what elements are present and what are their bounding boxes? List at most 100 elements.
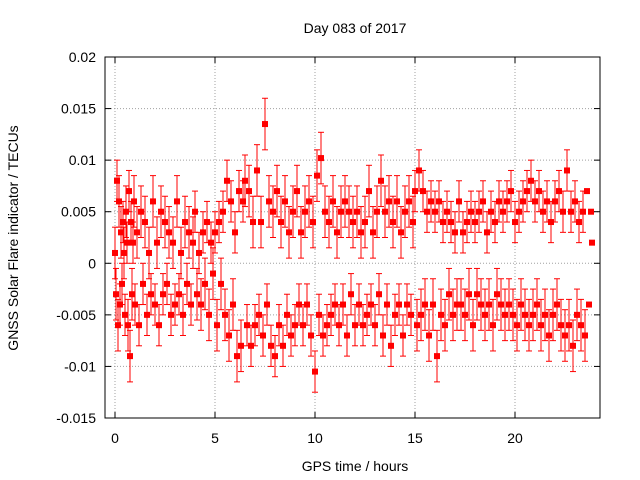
data-point — [318, 155, 324, 162]
data-point — [362, 219, 368, 226]
data-point — [120, 219, 126, 226]
data-point — [486, 301, 492, 308]
data-point — [584, 188, 590, 195]
data-point — [470, 322, 476, 329]
data-point — [440, 219, 446, 226]
data-point — [326, 219, 332, 226]
data-point — [466, 291, 472, 298]
data-point — [510, 311, 516, 318]
data-point — [336, 322, 342, 329]
data-point — [152, 301, 158, 308]
data-point — [302, 208, 308, 215]
data-point — [406, 198, 412, 205]
data-point — [119, 280, 125, 287]
data-point — [580, 208, 586, 215]
data-point — [518, 301, 524, 308]
data-point — [162, 219, 168, 226]
data-point — [360, 322, 366, 329]
series-points — [112, 97, 595, 393]
data-point — [264, 301, 270, 308]
data-point — [127, 353, 133, 360]
data-point — [112, 249, 118, 256]
data-point — [354, 208, 360, 215]
data-point — [344, 332, 350, 339]
data-point — [310, 219, 316, 226]
data-point — [114, 177, 120, 184]
x-tick-label: 20 — [507, 430, 523, 446]
data-point — [280, 342, 286, 349]
data-point — [298, 229, 304, 236]
data-point — [582, 332, 588, 339]
data-point — [396, 301, 402, 308]
data-point — [560, 208, 566, 215]
data-point — [374, 208, 380, 215]
data-point — [386, 198, 392, 205]
data-point — [154, 239, 160, 246]
data-point — [198, 301, 204, 308]
data-point — [172, 301, 178, 308]
data-point — [272, 353, 278, 360]
data-point — [338, 208, 344, 215]
data-point — [312, 368, 318, 375]
data-point — [332, 301, 338, 308]
data-point — [520, 198, 526, 205]
data-point — [324, 322, 330, 329]
plot-frame — [104, 56, 601, 419]
data-point — [328, 311, 334, 318]
data-point — [276, 322, 282, 329]
data-point — [422, 301, 428, 308]
data-point — [496, 198, 502, 205]
data-point — [370, 229, 376, 236]
data-point — [184, 280, 190, 287]
axis-ticks: 0 5 10 15 20 -0.015 -0.01 -0.005 0 0.005 0.01 0.015… — [56, 49, 600, 446]
data-point — [286, 229, 292, 236]
y-axis-label: GNSS Solar Flare indicator / TECUs — [5, 125, 21, 350]
data-point — [218, 280, 224, 287]
data-point — [410, 219, 416, 226]
data-point — [168, 311, 174, 318]
data-point — [532, 198, 538, 205]
data-point — [464, 219, 470, 226]
data-point — [131, 198, 137, 205]
data-point — [550, 311, 556, 318]
x-tick-label: 15 — [407, 430, 423, 446]
data-point — [458, 301, 464, 308]
y-tick-label: 0.02 — [69, 49, 96, 65]
data-point — [144, 311, 150, 318]
data-point — [250, 219, 256, 226]
data-point — [500, 208, 506, 215]
data-point — [388, 342, 394, 349]
data-point — [524, 188, 530, 195]
data-point — [498, 301, 504, 308]
data-point — [392, 311, 398, 318]
data-point — [134, 229, 140, 236]
data-point — [292, 322, 298, 329]
data-point — [368, 301, 374, 308]
x-tick-label: 5 — [211, 430, 219, 446]
data-point — [546, 332, 552, 339]
data-point — [234, 353, 240, 360]
data-point — [238, 342, 244, 349]
data-point — [121, 249, 127, 256]
y-tick-label: -0.005 — [56, 307, 96, 323]
data-point — [506, 301, 512, 308]
data-point — [136, 322, 142, 329]
data-point — [556, 188, 562, 195]
data-point — [426, 332, 432, 339]
data-point — [566, 322, 572, 329]
data-point — [504, 198, 510, 205]
data-point — [462, 311, 468, 318]
data-point — [544, 198, 550, 205]
data-point — [290, 208, 296, 215]
data-point — [113, 291, 119, 298]
data-point — [494, 291, 500, 298]
data-point — [552, 198, 558, 205]
data-point — [430, 301, 436, 308]
chart-title: Day 083 of 2017 — [304, 20, 407, 36]
data-point — [342, 198, 348, 205]
data-point — [129, 291, 135, 298]
data-point — [372, 322, 378, 329]
data-point — [476, 208, 482, 215]
data-point — [252, 322, 258, 329]
data-point — [214, 322, 220, 329]
